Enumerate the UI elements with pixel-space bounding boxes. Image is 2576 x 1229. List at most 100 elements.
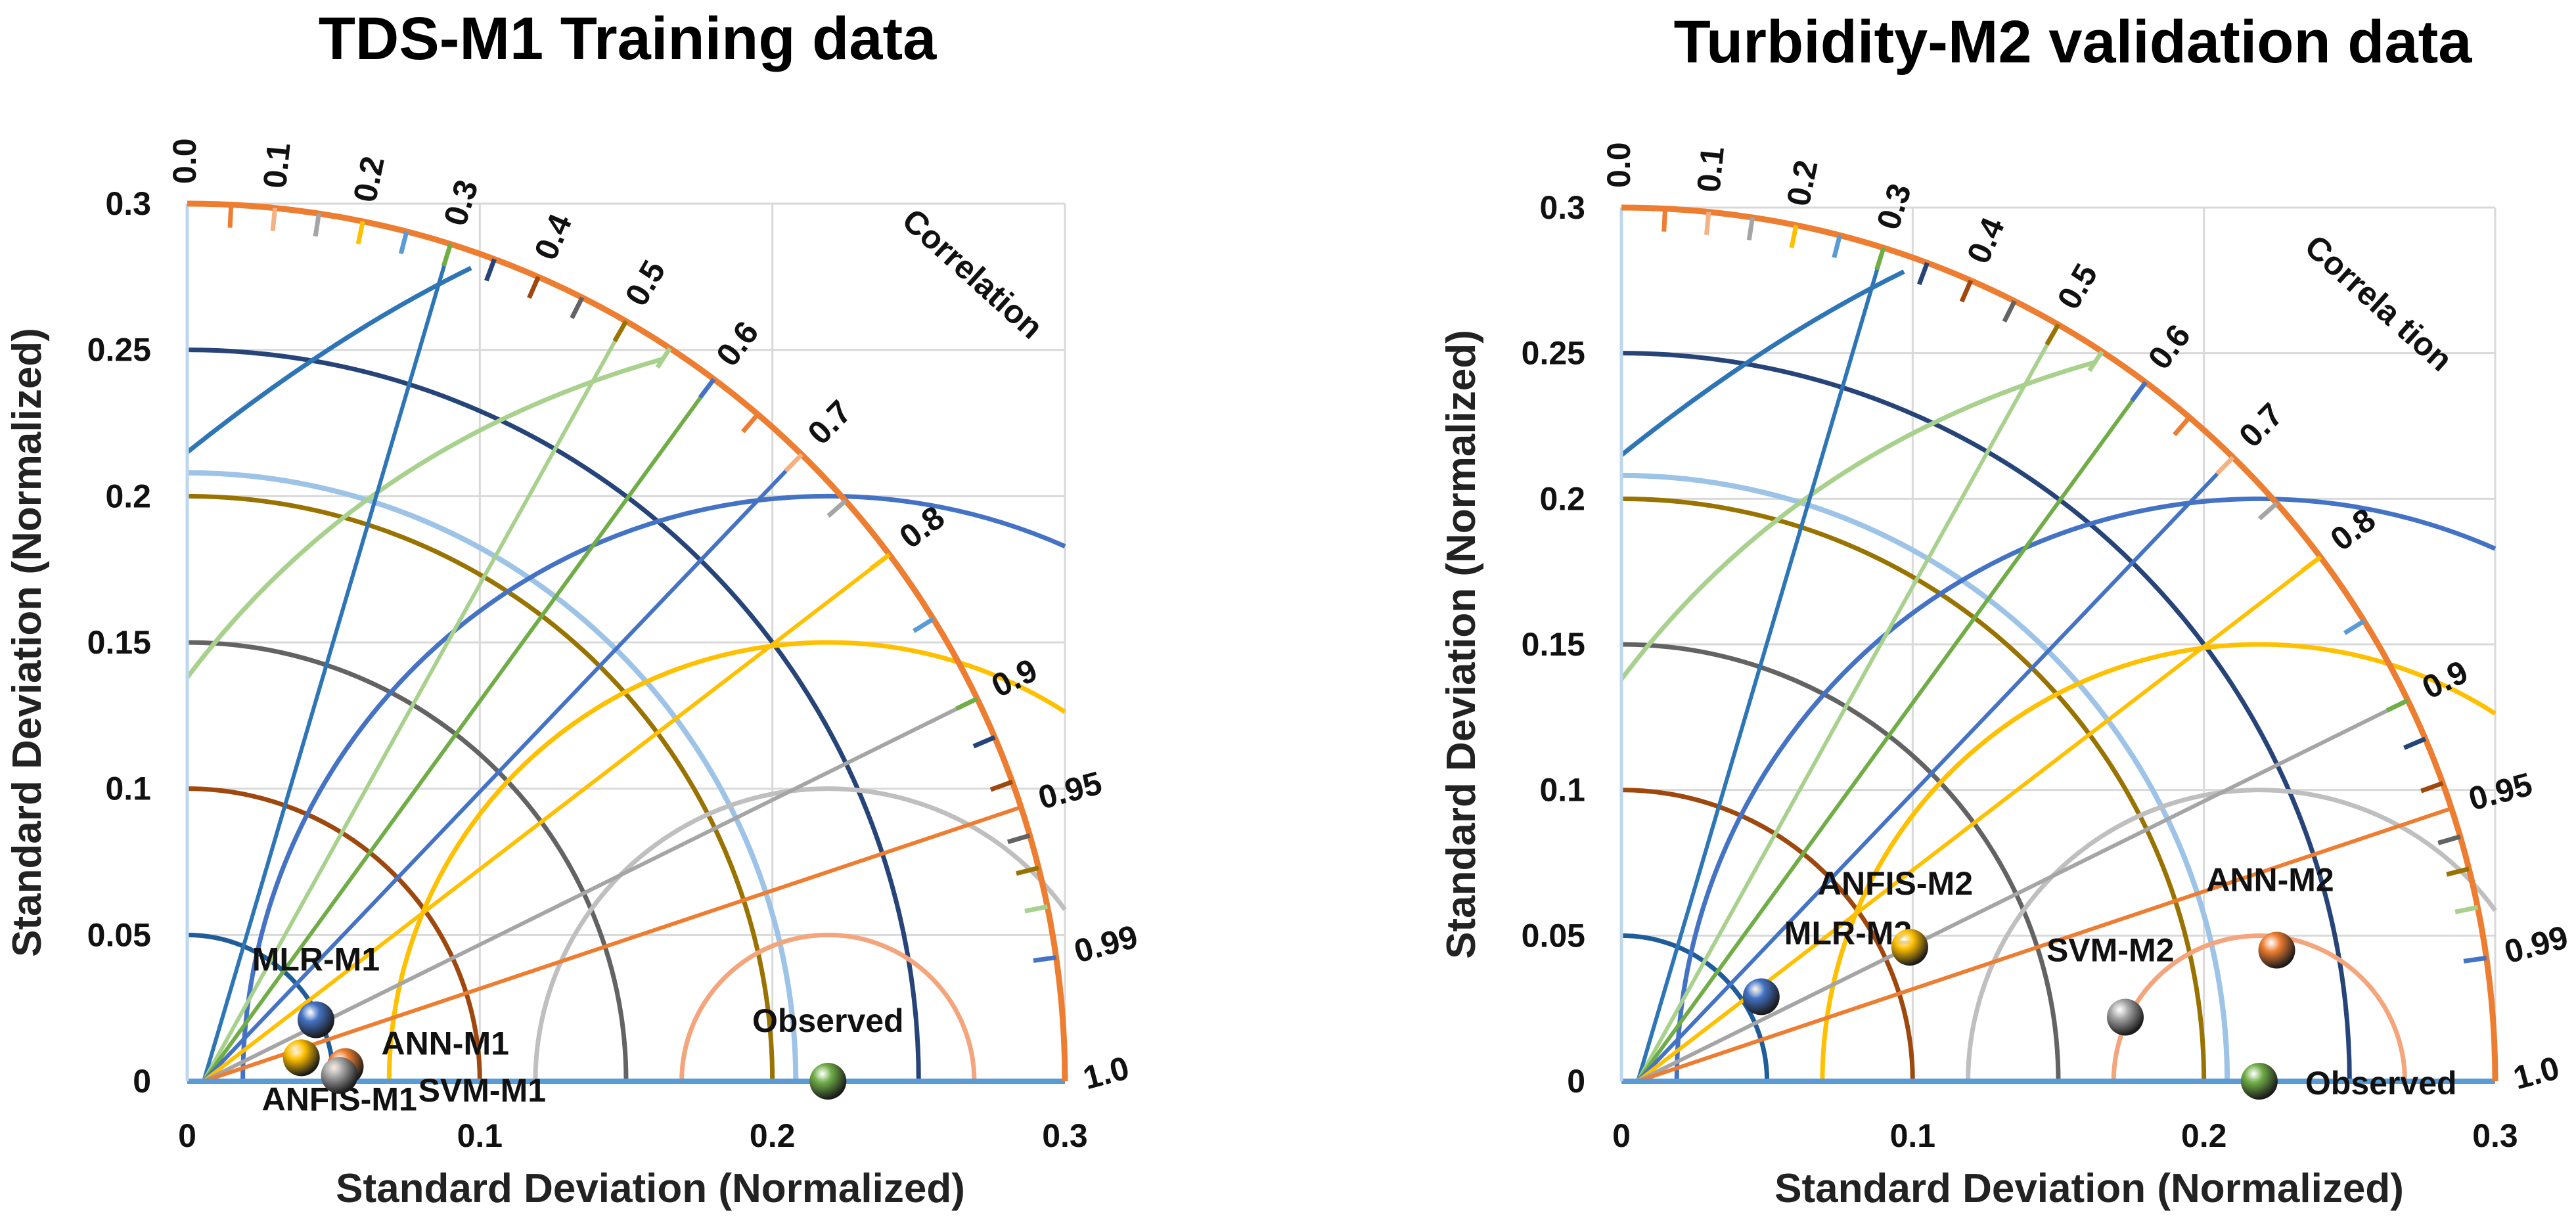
corr-tick-18: [2403, 736, 2426, 750]
corr-line-4: [202, 553, 891, 1083]
corr-line-1: [202, 320, 628, 1083]
corr-tick-11: [698, 378, 716, 399]
corr-tick-15: [869, 552, 891, 571]
point-label: ANN-M1: [381, 1025, 508, 1062]
y-tick-label: 0.1: [105, 771, 151, 807]
rmse-arc-2: [386, 640, 1066, 1082]
corr-line-0: [202, 243, 453, 1082]
x-axis-title: Standard Deviation (Normalized): [1774, 1166, 2404, 1211]
correlation-axis-title: Correlation: [895, 202, 1051, 346]
corr-tick-16: [913, 617, 935, 633]
corr-line-6: [1637, 806, 2452, 1083]
corr-tick-label: 0.6: [709, 315, 766, 373]
point-label: MLR-M1: [252, 941, 380, 977]
corr-tick-label: 0.1: [256, 141, 298, 190]
y-tick-label: 0.25: [1522, 335, 1585, 372]
corr-tick-22: [2454, 905, 2479, 914]
corr-tick-label: 0.3: [1870, 179, 1918, 234]
point-observed: [809, 1063, 847, 1100]
corr-tick-label: 1.0: [2510, 1049, 2564, 1096]
corr-tick-21: [1016, 865, 1039, 876]
y-tick-label: 0.05: [87, 916, 151, 953]
corr-tick-3: [1789, 225, 1799, 248]
corr-tick-label: 0.7: [800, 393, 859, 452]
y-tick-label: 0.15: [1522, 626, 1585, 663]
corr-tick-13: [784, 453, 803, 473]
rmse-arc-blue: [1619, 269, 1905, 457]
corr-tick-22: [1024, 904, 1048, 914]
corr-tick-label: 0.1: [1690, 145, 1731, 194]
y-tick-label: 0.3: [105, 185, 151, 222]
point-label: ANN-M2: [2206, 862, 2334, 899]
point-label: Observed: [752, 1002, 904, 1039]
corr-tick-label: 0.95: [1034, 765, 1106, 816]
corr-tick-10: [2087, 350, 2104, 372]
y-axis-title: Standard Deviation (Normalized): [5, 328, 50, 957]
corr-tick-label: 0.0: [166, 138, 203, 184]
corr-tick-label: 0.2: [346, 153, 392, 205]
corr-tick-23: [1033, 955, 1057, 963]
corr-tick-5: [441, 243, 453, 267]
corr-tick-0: [227, 204, 234, 228]
corr-line-6: [203, 805, 1022, 1083]
corr-tick-12: [740, 413, 760, 434]
corr-tick-9: [612, 320, 629, 343]
corr-tick-18: [972, 735, 996, 749]
corr-tick-label: 0.99: [1070, 918, 1142, 970]
point-mlr-m1: [297, 1001, 334, 1039]
rmse-arc-1: [533, 786, 1067, 1082]
observed-std-arc: [1621, 472, 2230, 1082]
corr-tick-10: [655, 347, 672, 369]
correlation-axis-title: Correla tion: [2298, 228, 2460, 378]
x-tick-label: 0.1: [457, 1117, 503, 1154]
point-label: ANFIS-M2: [1818, 865, 1973, 902]
std-arc-0: [1621, 933, 1770, 1082]
corr-tick-4: [398, 231, 409, 255]
y-tick-label: 0: [1567, 1063, 1585, 1100]
y-tick-label: 0.15: [87, 624, 151, 661]
point-svm-m1: [321, 1057, 358, 1094]
y-tick-label: 0.05: [1522, 917, 1585, 954]
corr-line-0: [1636, 247, 1886, 1082]
point-label: Observed: [2305, 1065, 2457, 1102]
corr-tick-16: [2343, 619, 2366, 635]
corr-tick-13: [2215, 455, 2235, 476]
corr-tick-2: [1746, 217, 1755, 241]
corr-tick-label: 0.0: [1600, 142, 1637, 188]
y-tick-label: 0.2: [105, 478, 151, 514]
corr-line-2: [202, 378, 716, 1083]
x-tick-label: 0.3: [2472, 1117, 2518, 1154]
corr-tick-1: [1704, 212, 1711, 235]
std-arc-4: [187, 347, 921, 1082]
corr-tick-23: [2463, 955, 2487, 964]
corr-tick-label: 0.4: [1960, 212, 2012, 269]
point-label: SVM-M2: [2046, 931, 2174, 968]
corr-tick-19: [2420, 780, 2444, 793]
corr-tick-label: 0.4: [527, 208, 579, 265]
corr-tick-9: [2045, 323, 2061, 346]
corr-tick-label: 0.3: [436, 175, 485, 230]
corr-line-1: [1636, 323, 2060, 1083]
point-svm-m2: [2106, 998, 2144, 1036]
corr-tick-6: [1916, 261, 1930, 286]
y-axis-title: Standard Deviation (Normalized): [1439, 330, 1484, 959]
x-tick-label: 0.2: [2181, 1117, 2227, 1154]
rmse-arc-3: [1674, 496, 2497, 1082]
corr-tick-15: [2300, 555, 2322, 573]
corr-tick-11: [2130, 380, 2148, 403]
corr-tick-label: 1.0: [1079, 1049, 1133, 1096]
x-tick-label: 0: [1612, 1117, 1631, 1154]
rmse-arc-0: [679, 932, 977, 1082]
std-arc-0: [187, 932, 336, 1082]
corr-tick-label: 0.5: [618, 254, 672, 312]
point-ann-m2: [2258, 931, 2295, 969]
corr-line-2: [1636, 381, 2148, 1083]
panel-turbidity-validation: 0.0 0.1 0.2 0.30.40.50.60.70.80.90.950.991.…: [1439, 9, 2572, 1211]
corr-tick-3: [355, 221, 365, 244]
corr-tick-0: [1661, 208, 1667, 232]
corr-tick-6: [484, 258, 497, 282]
corr-tick-20: [1006, 833, 1031, 845]
corr-tick-7: [527, 276, 541, 300]
corr-tick-label: 0.99: [2500, 918, 2572, 970]
